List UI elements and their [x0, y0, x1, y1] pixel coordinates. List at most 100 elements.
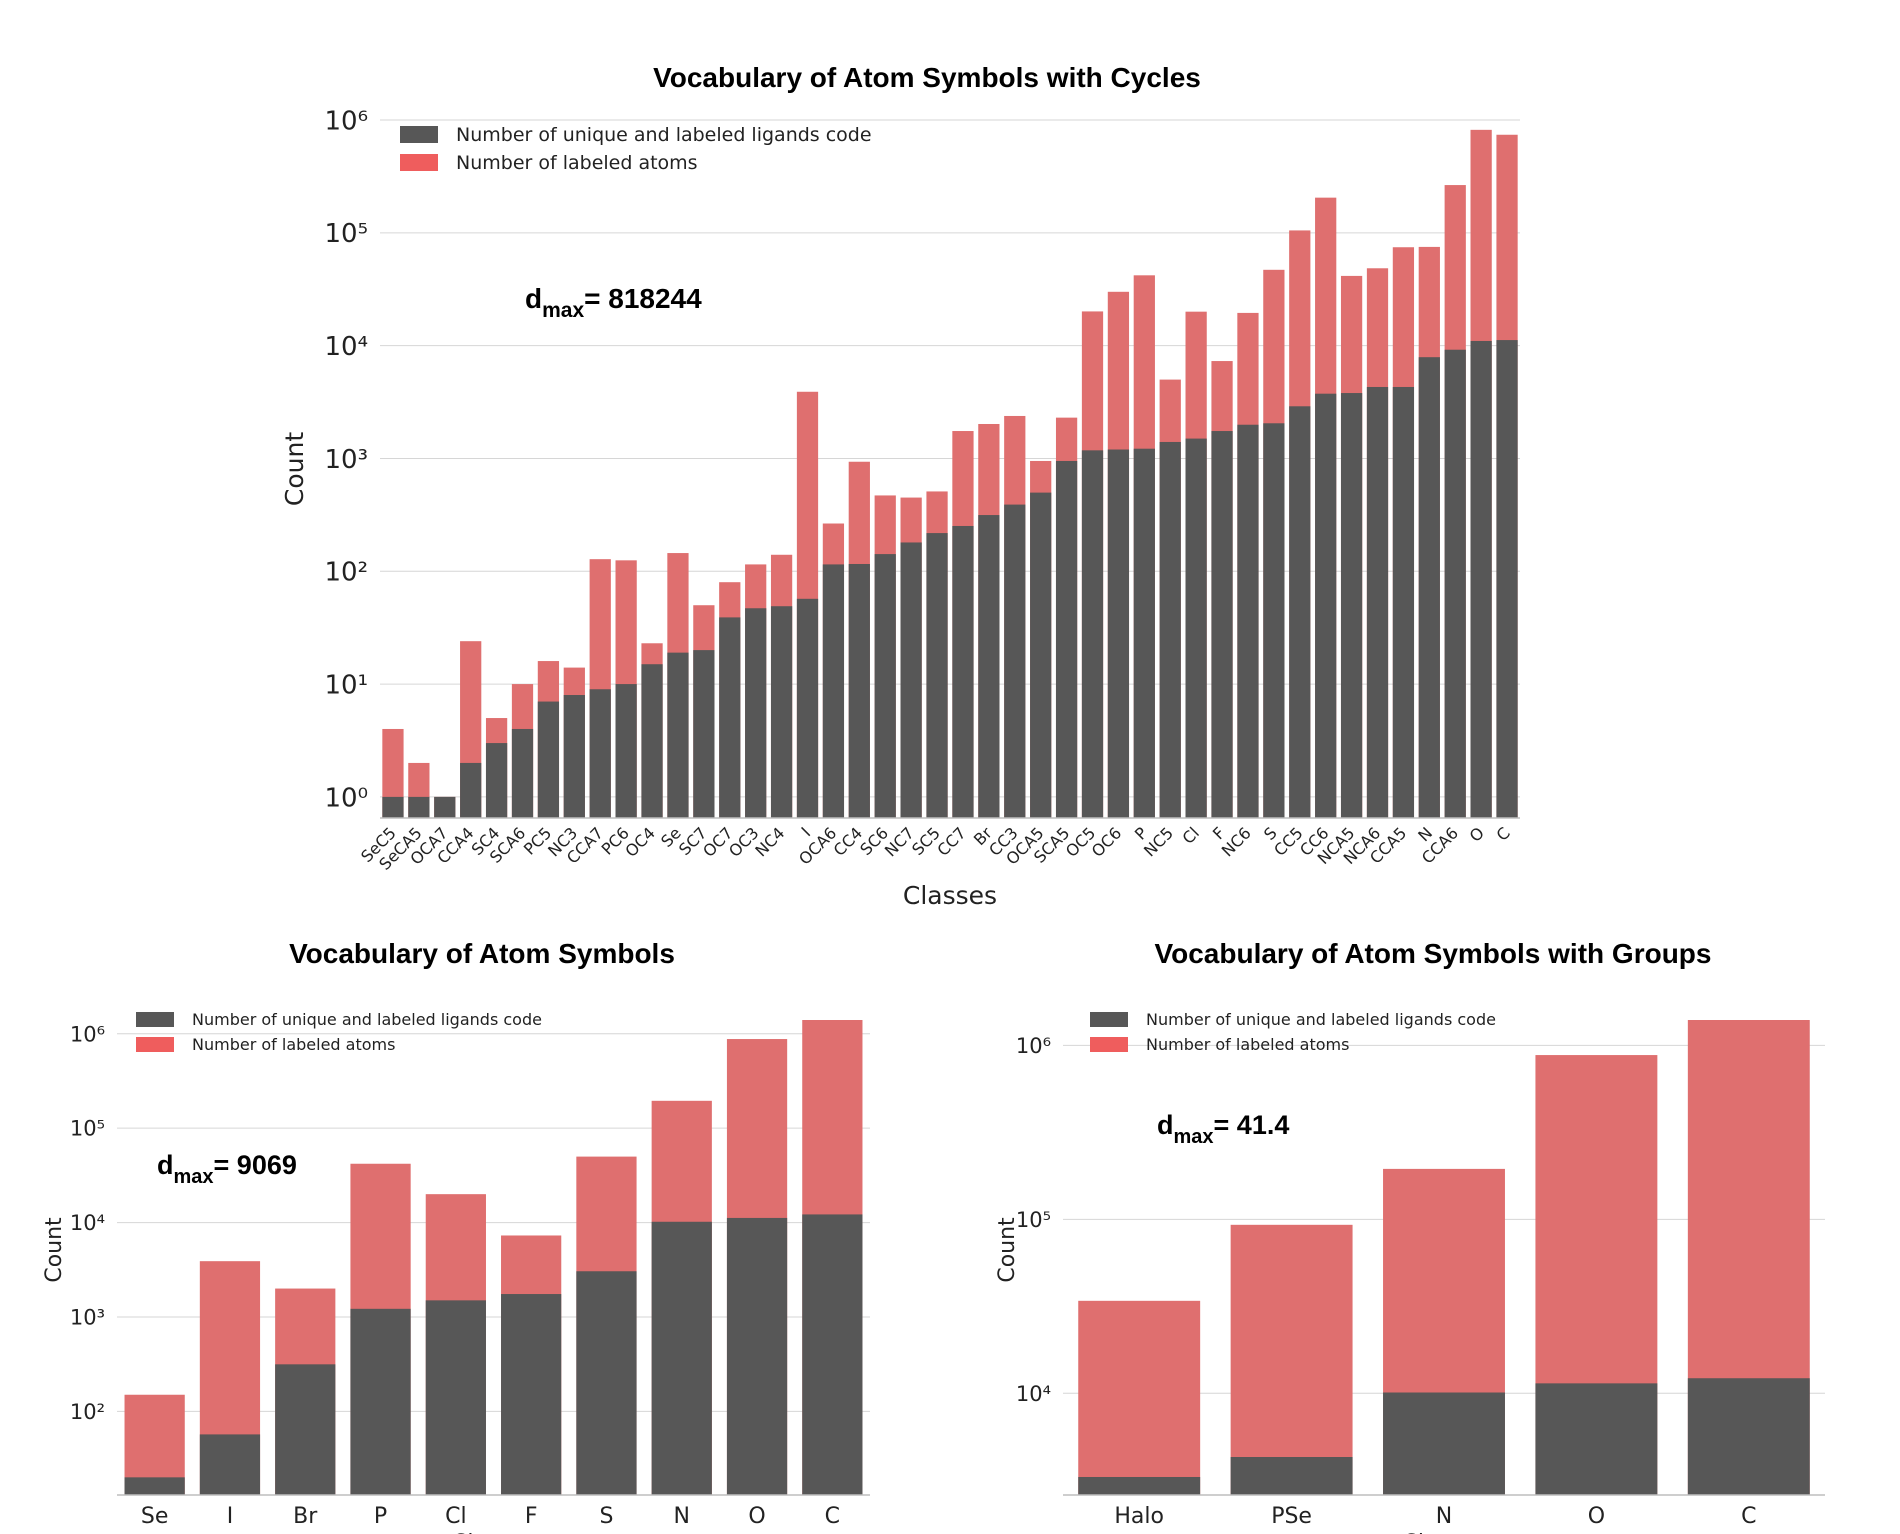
x-tick-label: I: [227, 1504, 234, 1529]
bar-unique-ligands: [615, 684, 637, 818]
y-axis-label: Count: [280, 432, 309, 506]
bar-unique-ligands: [719, 617, 741, 818]
x-axis-label: Classes: [903, 881, 997, 910]
legend-label: Number of unique and labeled ligands cod…: [456, 124, 872, 146]
legend-swatch: [400, 126, 438, 143]
x-tick-label: Halo: [1114, 1504, 1164, 1529]
bar-unique-ligands: [1496, 340, 1518, 818]
legend-label: Number of unique and labeled ligands cod…: [1146, 1010, 1496, 1029]
bar-unique-ligands: [693, 650, 715, 818]
bar-unique-ligands: [1185, 438, 1207, 818]
dmax-symbol: d: [525, 283, 542, 314]
bar-unique-ligands: [770, 606, 793, 818]
bar-unique-ligands: [589, 689, 611, 818]
bar-unique-ligands: [1366, 386, 1389, 818]
bar-unique-ligands: [511, 728, 534, 818]
chart-title: Vocabulary of Atom Symbols: [289, 938, 675, 969]
x-tick-label: Br: [293, 1504, 318, 1529]
x-tick-label: F: [525, 1504, 538, 1529]
legend-label: Number of unique and labeled ligands cod…: [192, 1010, 542, 1029]
bars: [382, 129, 1518, 819]
dmax-symbol: d: [1157, 1110, 1174, 1140]
legend: Number of unique and labeled ligands cod…: [136, 1010, 542, 1054]
x-tick-label: O: [748, 1504, 765, 1529]
y-tick-label: 10⁴: [1016, 1382, 1051, 1406]
y-tick-label: 10⁵: [1016, 1208, 1051, 1232]
dmax-value: = 818244: [584, 283, 702, 314]
x-tick-label: OC6: [1088, 823, 1125, 860]
bar-unique-ligands: [425, 1300, 486, 1495]
bar-unique-ligands: [501, 1294, 562, 1495]
bar-unique-ligands: [1263, 423, 1285, 818]
axes: 10⁴ 10⁵ 10⁶ Halo PSe N O C Classes Count: [995, 1034, 1825, 1534]
bar-unique-ligands: [537, 701, 560, 818]
bar-unique-ligands: [726, 1217, 788, 1495]
bar-unique-ligands: [485, 743, 508, 818]
y-tick-label: 10⁰: [324, 783, 368, 813]
y-tick-label: 10³: [70, 1306, 105, 1330]
bar-unique-ligands: [641, 664, 663, 818]
bar-unique-ligands: [1315, 393, 1337, 818]
legend-swatch: [136, 1037, 174, 1052]
dmax-value: = 41.4: [1214, 1110, 1290, 1140]
bar-unique-ligands: [576, 1271, 637, 1495]
y-tick-label: 10⁶: [1016, 1034, 1051, 1058]
x-tick-label: O: [1466, 823, 1488, 845]
dmax-subscript: max: [174, 1166, 214, 1188]
y-tick-label: 10²: [324, 558, 368, 588]
chart-cycles: Vocabulary of Atom Symbols with Cycles 1…: [280, 62, 1520, 910]
bar-unique-ligands: [563, 695, 585, 818]
bar-labeled-atoms: [382, 728, 404, 818]
bar-unique-ligands: [802, 1214, 863, 1495]
y-tick-label: 10³: [324, 445, 368, 475]
bar-unique-ligands: [199, 1434, 261, 1495]
bar-unique-ligands: [1383, 1392, 1505, 1495]
bar-labeled-atoms: [1078, 1300, 1201, 1495]
legend-label: Number of labeled atoms: [192, 1035, 395, 1054]
bar-unique-ligands: [1470, 340, 1492, 818]
y-axis-label: Count: [42, 1217, 67, 1283]
dmax-annotation: dmax= 9069: [157, 1150, 297, 1188]
x-tick-label: NC5: [1140, 823, 1177, 860]
bar-unique-ligands: [350, 1308, 411, 1495]
x-tick-label: Se: [141, 1504, 169, 1529]
y-tick-label: 10⁵: [70, 1117, 105, 1141]
bar-unique-ligands: [1535, 1383, 1658, 1495]
x-tick-label: Cl: [445, 1504, 466, 1529]
bar-unique-ligands: [1418, 357, 1440, 818]
dmax-annotation: dmax= 41.4: [1157, 1110, 1289, 1148]
bar-unique-ligands: [408, 796, 430, 818]
y-tick-label: 10¹: [324, 670, 368, 700]
bar-unique-ligands: [1159, 441, 1181, 818]
bar-unique-ligands: [1107, 449, 1130, 818]
bar-unique-ligands: [926, 533, 948, 818]
x-tick-label: NC4: [751, 823, 788, 860]
bar-unique-ligands: [1230, 1456, 1353, 1495]
x-tick-label: NC6: [1218, 823, 1255, 860]
bar-unique-ligands: [1133, 448, 1155, 818]
chart-title: Vocabulary of Atom Symbols with Cycles: [653, 62, 1201, 93]
bar-unique-ligands: [1237, 424, 1259, 818]
bar-unique-ligands: [1340, 393, 1363, 818]
bar-unique-ligands: [651, 1221, 712, 1495]
bar-unique-ligands: [1289, 406, 1311, 818]
dmax-value: = 9069: [214, 1150, 297, 1180]
bar-labeled-atoms: [1230, 1224, 1353, 1495]
y-tick-label: 10²: [70, 1400, 105, 1424]
y-tick-label: 10⁶: [70, 1022, 105, 1046]
x-axis-label: Classes: [452, 1531, 535, 1534]
bar-unique-ligands: [1687, 1378, 1810, 1495]
bar-unique-ligands: [1211, 431, 1233, 818]
x-tick-label: PSe: [1271, 1504, 1312, 1529]
x-tick-label: C: [825, 1504, 840, 1529]
bar-unique-ligands: [1078, 1476, 1201, 1495]
bar-unique-ligands: [822, 564, 845, 818]
bar-unique-ligands: [382, 796, 404, 818]
x-tick-label: O: [1588, 1504, 1605, 1529]
axes: 10² 10³ 10⁴ 10⁵ 10⁶ Se I Br P Cl F S N O C Classes Count: [42, 1022, 870, 1534]
y-tick-label: 10⁴: [324, 332, 368, 362]
legend-label: Number of labeled atoms: [456, 152, 698, 174]
bar-unique-ligands: [1081, 450, 1104, 818]
x-tick-label: N: [1436, 1504, 1452, 1529]
